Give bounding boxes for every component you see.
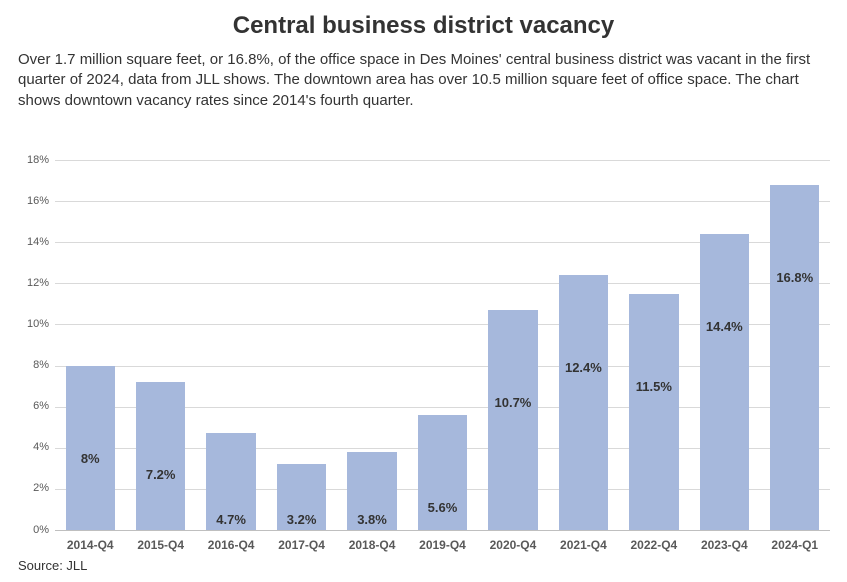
bar-value-label: 14.4% bbox=[690, 319, 759, 334]
bar bbox=[559, 275, 608, 530]
x-axis-tick: 2019-Q4 bbox=[407, 538, 477, 552]
bar-value-label: 10.7% bbox=[478, 395, 547, 410]
x-axis-tick: 2024-Q1 bbox=[760, 538, 830, 552]
y-axis-tick: 16% bbox=[15, 195, 49, 207]
bar-value-label: 7.2% bbox=[126, 467, 195, 482]
bar bbox=[66, 366, 115, 530]
bar-value-label: 4.7% bbox=[196, 512, 265, 527]
y-axis-tick: 18% bbox=[15, 154, 49, 166]
bar bbox=[770, 185, 819, 530]
source-text: Source: JLL bbox=[18, 558, 87, 573]
y-axis-tick: 4% bbox=[15, 441, 49, 453]
x-axis-baseline bbox=[55, 530, 830, 531]
bar-value-label: 16.8% bbox=[760, 270, 829, 285]
y-axis-tick: 8% bbox=[15, 359, 49, 371]
x-axis-tick: 2018-Q4 bbox=[337, 538, 407, 552]
bar-value-label: 12.4% bbox=[549, 360, 618, 375]
bar bbox=[488, 310, 537, 530]
bar-value-label: 5.6% bbox=[408, 500, 477, 515]
x-axis-tick: 2017-Q4 bbox=[266, 538, 336, 552]
x-axis-tick: 2020-Q4 bbox=[478, 538, 548, 552]
bar-value-label: 11.5% bbox=[619, 379, 688, 394]
bar-value-label: 3.8% bbox=[337, 512, 406, 527]
bar bbox=[629, 294, 678, 530]
y-axis-tick: 2% bbox=[15, 482, 49, 494]
chart-subtitle: Over 1.7 million square feet, or 16.8%, … bbox=[18, 50, 829, 111]
x-axis-tick: 2014-Q4 bbox=[55, 538, 125, 552]
bar bbox=[136, 382, 185, 530]
gridline bbox=[55, 160, 830, 161]
x-axis-tick: 2015-Q4 bbox=[125, 538, 195, 552]
bar bbox=[700, 234, 749, 530]
x-axis-tick: 2016-Q4 bbox=[196, 538, 266, 552]
y-axis-tick: 6% bbox=[15, 400, 49, 412]
x-axis-tick: 2021-Q4 bbox=[548, 538, 618, 552]
y-axis-tick: 12% bbox=[15, 277, 49, 289]
bar-value-label: 8% bbox=[56, 451, 125, 466]
x-axis-tick: 2023-Q4 bbox=[689, 538, 759, 552]
bar-chart: 0%2%4%6%8%10%12%14%16%18%8%2014-Q47.2%20… bbox=[55, 160, 830, 530]
chart-title: Central business district vacancy bbox=[18, 12, 829, 40]
gridline bbox=[55, 201, 830, 202]
y-axis-tick: 0% bbox=[15, 524, 49, 536]
bar-value-label: 3.2% bbox=[267, 512, 336, 527]
y-axis-tick: 10% bbox=[15, 318, 49, 330]
x-axis-tick: 2022-Q4 bbox=[619, 538, 689, 552]
y-axis-tick: 14% bbox=[15, 236, 49, 248]
